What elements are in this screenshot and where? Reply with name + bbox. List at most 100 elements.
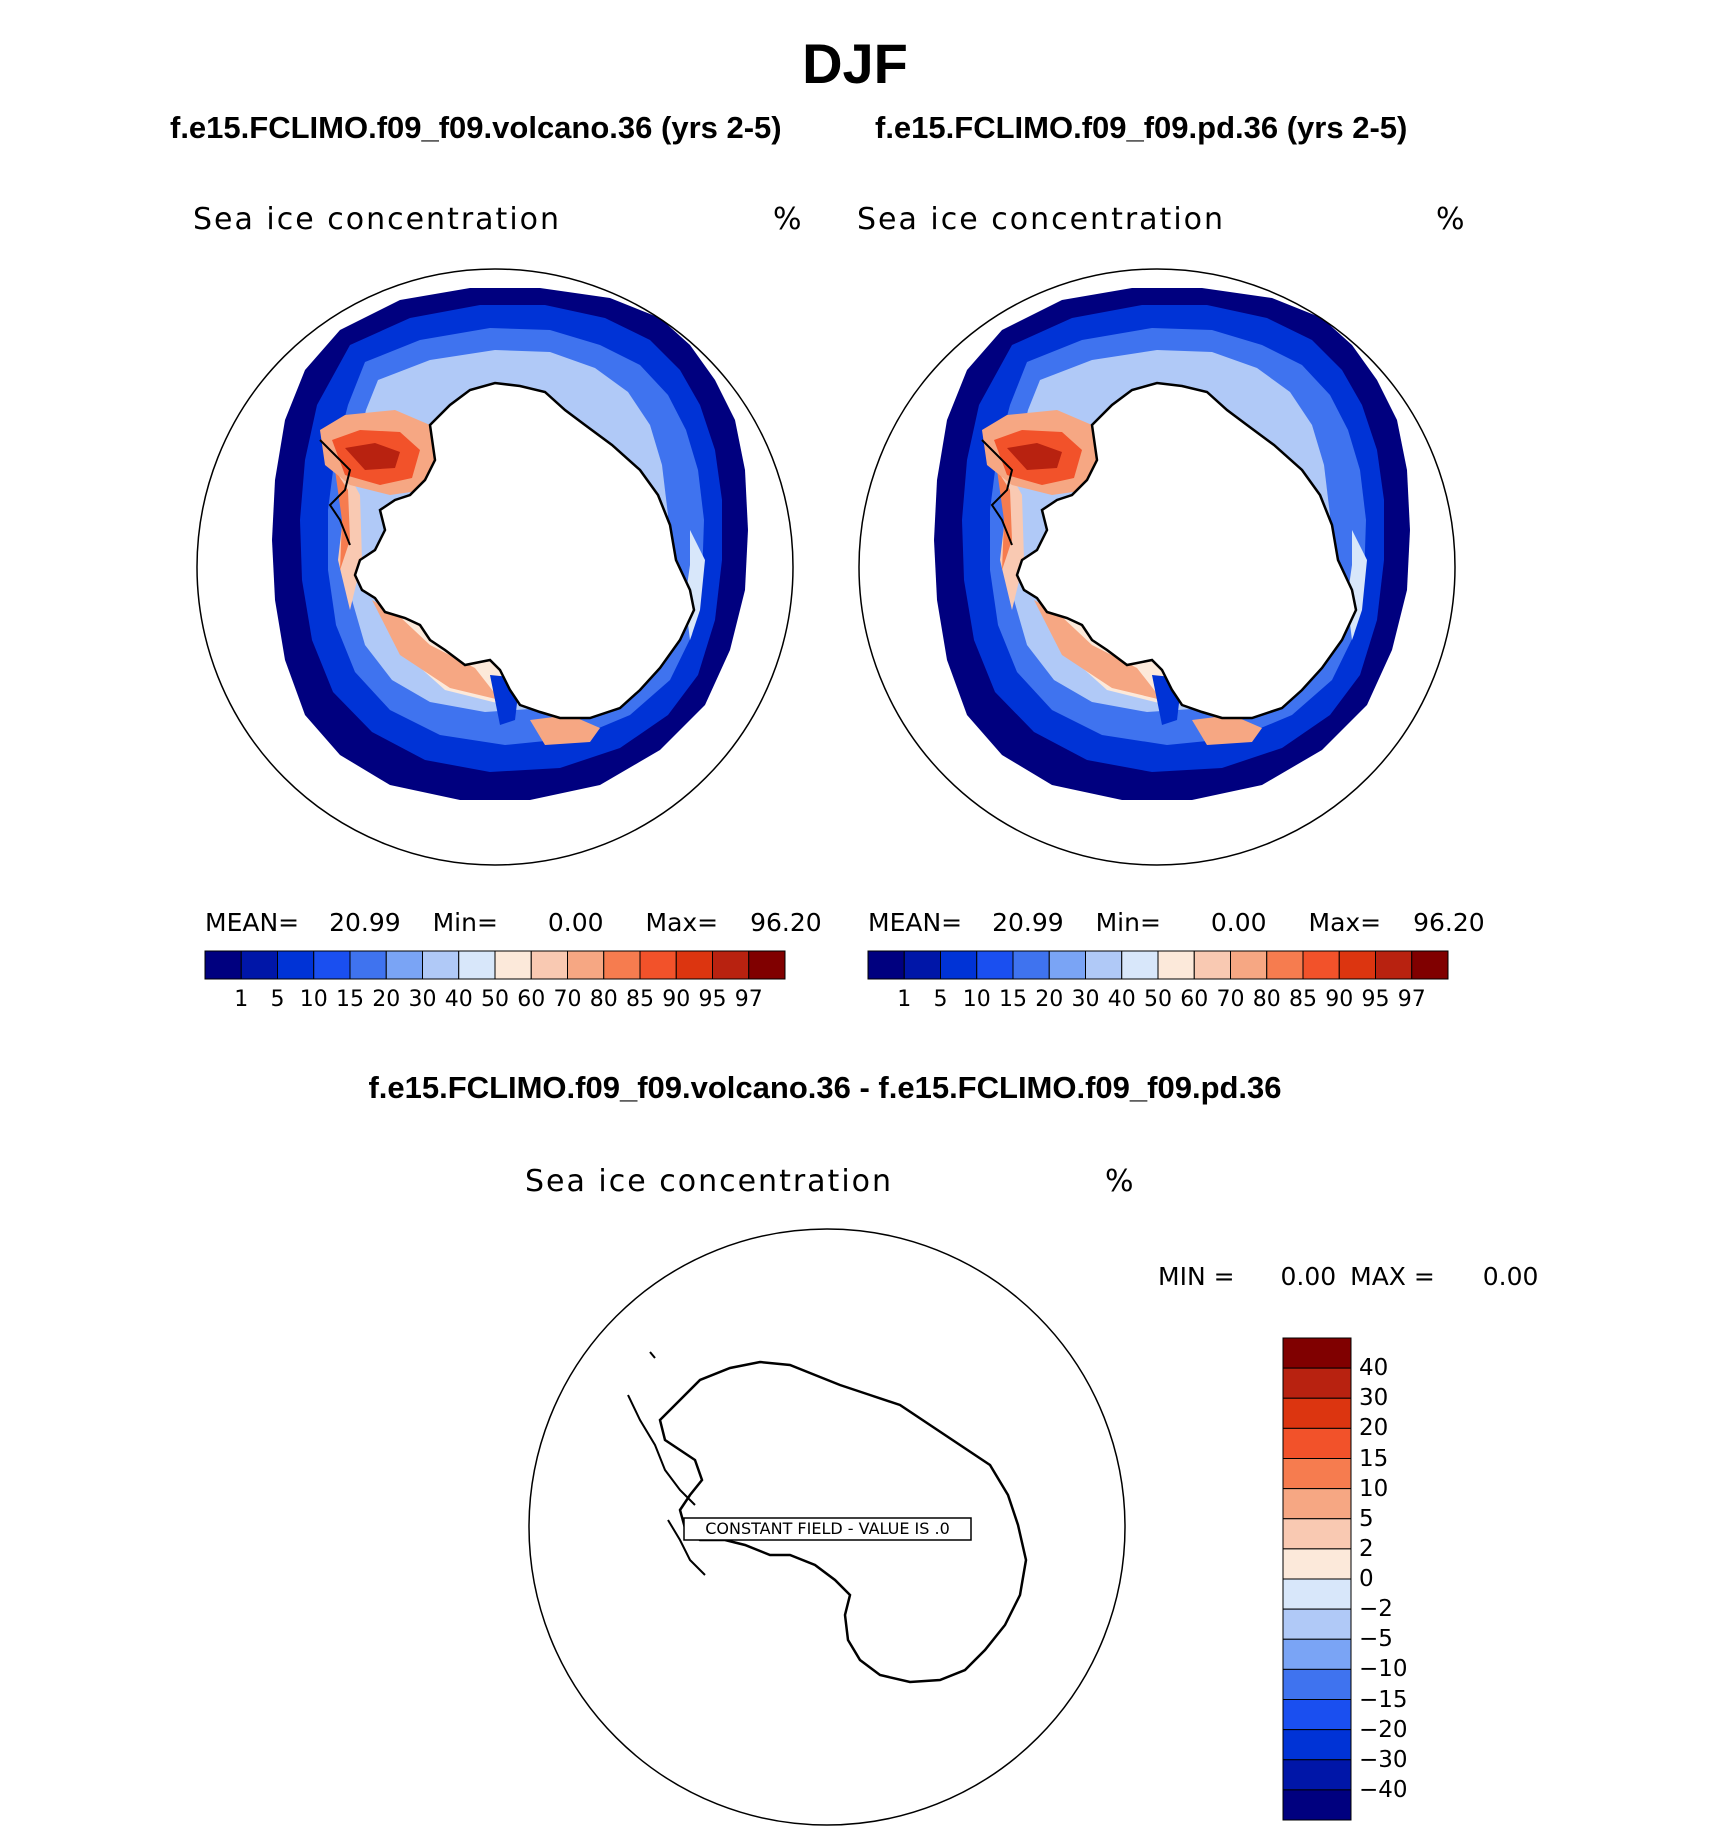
panel-right-max-label: Max= xyxy=(1308,908,1382,937)
panel-right-colorbar-cell xyxy=(1266,950,1304,980)
panel-right-colorbar-tick-label: 80 xyxy=(1252,987,1281,1012)
panel-left-colorbar-cell xyxy=(385,950,423,980)
difference-colorbar-cell xyxy=(1282,1427,1352,1459)
panel-left-colorbar-cell xyxy=(567,950,605,980)
panel-left-colorbar-tick-label: 97 xyxy=(734,987,763,1012)
difference-min-value: 0.00 xyxy=(1280,1262,1337,1291)
panel-right-colorbar-cell xyxy=(867,950,905,980)
panel-left-colorbar-tick-label: 80 xyxy=(589,987,618,1012)
difference-colorbar-tick-label: −2 xyxy=(1359,1596,1393,1623)
panel-right-case-title: f.e15.FCLIMO.f09_f09.pd.36 (yrs 2-5) xyxy=(875,110,1408,145)
difference-max-label: MAX = xyxy=(1350,1262,1435,1291)
panel-left-colorbar-cell xyxy=(349,950,387,980)
difference-colorbar-cell xyxy=(1282,1397,1352,1429)
difference-colorbar-cell xyxy=(1282,1729,1352,1761)
panel-right-colorbar-tick-label: 97 xyxy=(1397,987,1426,1012)
panel-left-colorbar-tick-label: 85 xyxy=(626,987,654,1012)
panel-right-colorbar-tick-label: 60 xyxy=(1180,987,1209,1012)
panel-left-colorbar-tick-label: 95 xyxy=(698,987,727,1012)
difference-colorbar-cell xyxy=(1282,1337,1352,1369)
difference-colorbar-tick-label: −20 xyxy=(1359,1716,1408,1743)
panel-right-colorbar-cell xyxy=(903,950,941,980)
difference-colorbar-tick-label: 0 xyxy=(1359,1566,1374,1592)
panel-left-max-label: Max= xyxy=(645,908,719,937)
panel-right-colorbar-tick-label: 95 xyxy=(1361,987,1390,1012)
panel-left-colorbar-tick-label: 5 xyxy=(270,987,285,1012)
panel-left-colorbar-cell xyxy=(712,950,750,980)
panel-left-map-boundary xyxy=(196,268,794,866)
panel-left-mean-value: 20.99 xyxy=(329,908,401,937)
difference-colorbar-cell xyxy=(1282,1789,1352,1821)
difference-colorbar-cell xyxy=(1282,1578,1352,1610)
panel-right-colorbar-cell xyxy=(1230,950,1268,980)
panel-left-colorbar-tick-label: 50 xyxy=(481,987,509,1012)
difference-colorbar-cell xyxy=(1282,1548,1352,1580)
difference-colorbar-tick-label: −30 xyxy=(1359,1746,1408,1773)
panel-right-colorbar-cell xyxy=(940,950,978,980)
difference-colorbar-tick-label: −15 xyxy=(1359,1686,1408,1713)
panel-left-colorbar-cell xyxy=(530,950,568,980)
difference-variable-label: Sea ice concentration xyxy=(525,1164,894,1199)
panel-right-map xyxy=(858,268,1456,866)
panel-left-colorbar-cell xyxy=(204,950,242,980)
difference-min-label: MIN = xyxy=(1158,1262,1235,1291)
difference-colorbar-tick-label: −40 xyxy=(1359,1776,1408,1803)
panel-right-min-label: Min= xyxy=(1095,908,1161,937)
difference-colorbar-cell xyxy=(1282,1699,1352,1731)
panel-left-colorbar-cell xyxy=(494,950,532,980)
panel-right-colorbar-cell xyxy=(1411,950,1449,980)
panel-left-max-value: 96.20 xyxy=(750,908,822,937)
panel-right-colorbar-tick-label: 10 xyxy=(962,987,991,1012)
difference-colorbar-cell xyxy=(1282,1638,1352,1670)
panel-left-min-value: 0.00 xyxy=(547,908,604,937)
panel-left-colorbar-tick-label: 20 xyxy=(372,987,401,1012)
panel-right-colorbar-cell xyxy=(1375,950,1413,980)
difference-colorbar-tick-label: 2 xyxy=(1359,1535,1374,1562)
panel-right-colorbar-tick-label: 50 xyxy=(1144,987,1172,1012)
constant-field-label-box xyxy=(683,1517,972,1541)
panel-left-case-title: f.e15.FCLIMO.f09_f09.volcano.36 (yrs 2-5… xyxy=(170,110,782,145)
panel-right-colorbar-tick-label: 30 xyxy=(1071,987,1100,1012)
panel-right-colorbar-tick-label: 40 xyxy=(1107,987,1136,1012)
panel-right-mean-label: MEAN= xyxy=(868,908,963,937)
difference-units-label: % xyxy=(1105,1164,1134,1199)
panel-right-min-value: 0.00 xyxy=(1210,908,1267,937)
panel-right-colorbar-tick-label: 70 xyxy=(1216,987,1245,1012)
panel-right-colorbar xyxy=(867,950,1449,980)
panel-right-colorbar-tick-label: 85 xyxy=(1289,987,1317,1012)
panel-right-variable-label: Sea ice concentration xyxy=(857,202,1226,237)
panel-left-colorbar-tick-label: 40 xyxy=(444,987,473,1012)
panel-right-colorbar-cell xyxy=(1012,950,1050,980)
panel-right-mean-value: 20.99 xyxy=(992,908,1064,937)
panel-right-colorbar-cell xyxy=(1048,950,1086,980)
panel-right-map-boundary xyxy=(858,268,1456,866)
panel-left-map xyxy=(196,268,794,866)
difference-colorbar-tick-label: 15 xyxy=(1359,1445,1389,1472)
difference-max-value: 0.00 xyxy=(1482,1262,1539,1291)
panel-left-units-label: % xyxy=(773,202,802,237)
figure-title: DJF xyxy=(802,32,908,95)
difference-minmax: MIN = 0.00 MAX = 0.00 xyxy=(1158,1262,1538,1292)
panel-left-variable-label: Sea ice concentration xyxy=(193,202,562,237)
panel-left-colorbar-tick-label: 90 xyxy=(662,987,691,1012)
panel-right-colorbar-cell xyxy=(1338,950,1376,980)
panel-right-colorbar-tick-label: 20 xyxy=(1035,987,1064,1012)
panel-left-colorbar-tick-label: 70 xyxy=(553,987,582,1012)
difference-colorbar-cell xyxy=(1282,1458,1352,1490)
difference-colorbar-cell xyxy=(1282,1488,1352,1520)
difference-colorbar-tick-label: −5 xyxy=(1359,1626,1393,1653)
panel-right-colorbar-tick-label: 1 xyxy=(897,987,912,1012)
difference-colorbar-cell xyxy=(1282,1367,1352,1399)
panel-right-colorbar-cell xyxy=(1085,950,1123,980)
panel-right-colorbar-cell xyxy=(976,950,1014,980)
difference-colorbar-tick-label: 40 xyxy=(1359,1355,1389,1382)
panel-left-colorbar-tick-label: 1 xyxy=(234,987,249,1012)
panel-left-min-label: Min= xyxy=(432,908,498,937)
panel-left-colorbar-tick-label: 10 xyxy=(299,987,328,1012)
panel-left-colorbar-cell xyxy=(313,950,351,980)
difference-map xyxy=(528,1228,1126,1826)
panel-left-colorbar-tick-label: 15 xyxy=(336,987,364,1012)
panel-left-colorbar-cell xyxy=(422,950,460,980)
panel-left-colorbar-cell xyxy=(458,950,496,980)
